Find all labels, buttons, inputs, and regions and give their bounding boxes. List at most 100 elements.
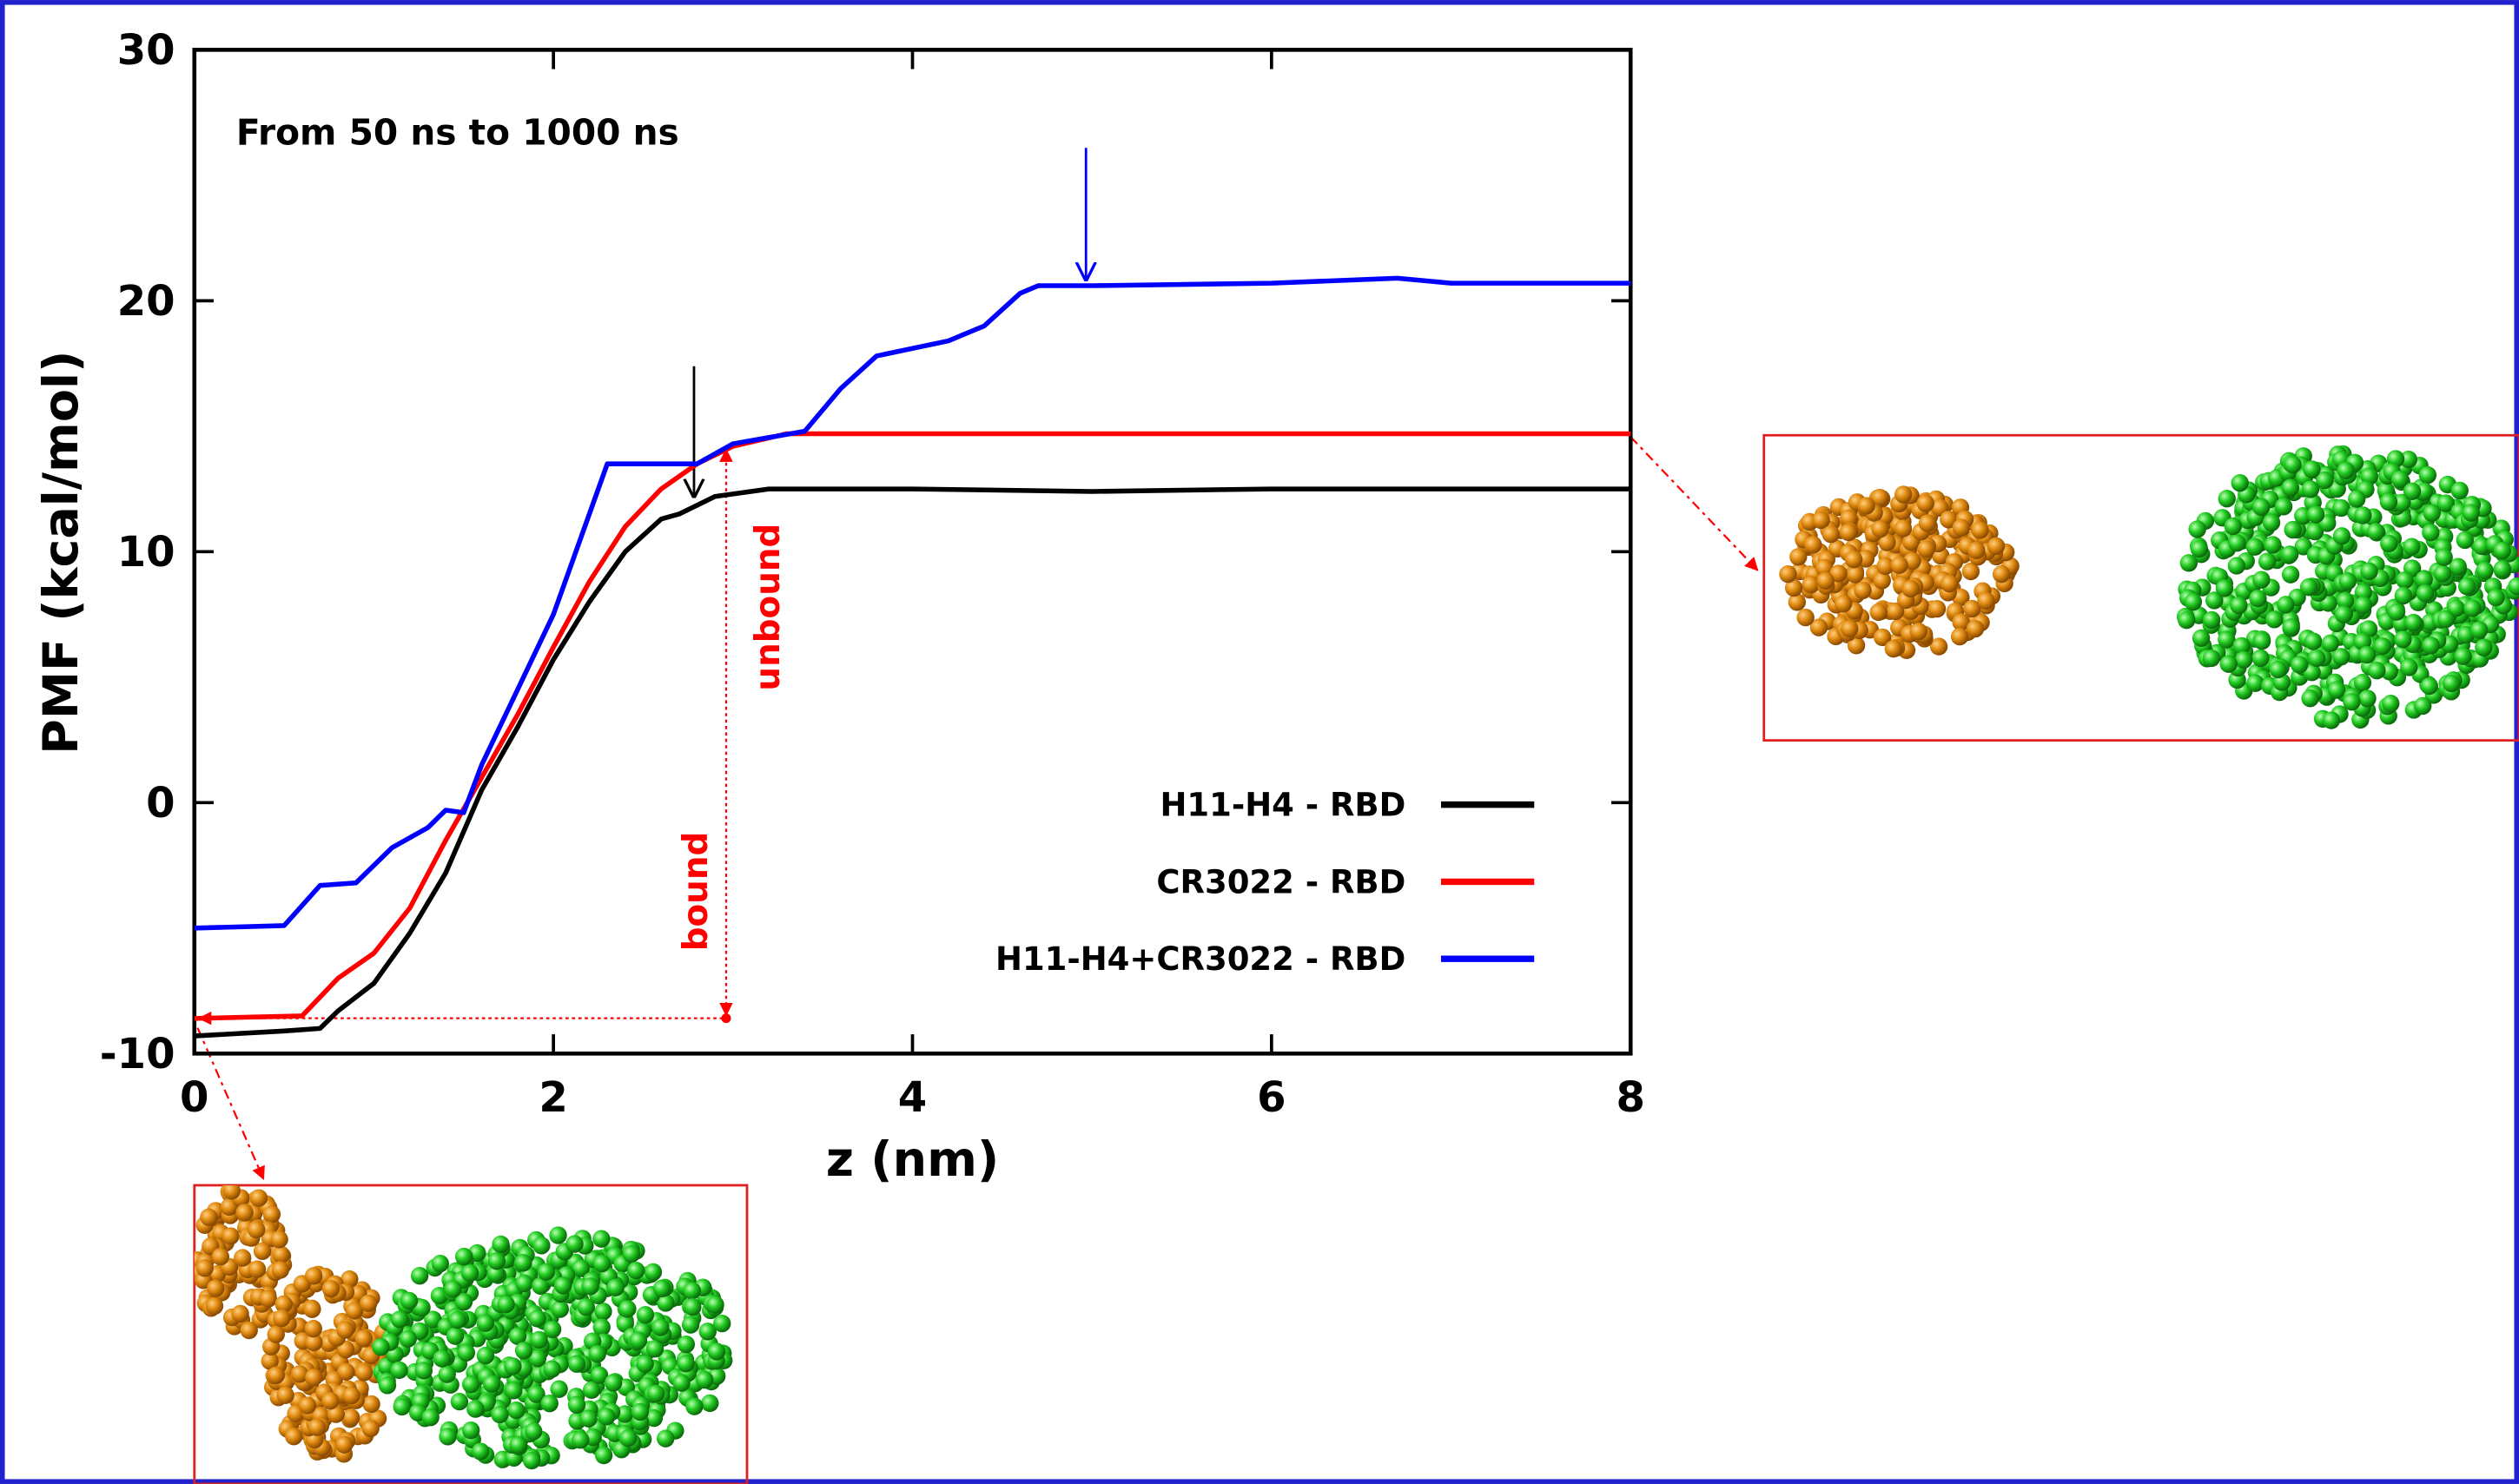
sphere <box>2307 505 2324 523</box>
sphere <box>2358 646 2376 663</box>
sphere <box>647 1385 664 1402</box>
x-axis-label: z (nm) <box>826 1132 1000 1188</box>
sphere <box>2463 599 2481 617</box>
sphere <box>2281 545 2298 563</box>
sphere <box>2269 661 2286 678</box>
sphere <box>2494 560 2511 577</box>
sphere <box>411 1267 428 1284</box>
sphere <box>1919 514 1936 531</box>
sphere <box>2235 651 2252 669</box>
sphere <box>322 1280 340 1297</box>
sphere <box>685 1397 703 1415</box>
sphere <box>451 1393 468 1410</box>
sphere <box>461 1264 479 1282</box>
sphere <box>2374 637 2391 655</box>
sphere <box>2302 480 2319 498</box>
sphere <box>1971 521 1988 538</box>
sphere <box>682 1316 699 1333</box>
sphere <box>684 1298 701 1316</box>
sphere <box>299 1396 316 1414</box>
unbound-label: unbound <box>749 524 788 691</box>
sphere <box>515 1275 532 1292</box>
legend-label: CR3022 - RBD <box>1156 863 1405 900</box>
sphere <box>400 1330 417 1348</box>
sphere <box>657 1429 674 1447</box>
sphere <box>637 1355 654 1372</box>
sphere <box>592 1230 610 1247</box>
sphere <box>2263 514 2280 531</box>
y-tick-label: 20 <box>117 277 175 326</box>
sphere <box>492 1236 509 1253</box>
sphere <box>2264 536 2281 553</box>
sphere <box>2228 557 2245 574</box>
legend-label: H11-H4 - RBD <box>1160 787 1405 824</box>
sphere <box>462 1375 479 1393</box>
sphere <box>342 1387 360 1404</box>
sphere <box>708 1342 725 1360</box>
sphere <box>212 1248 229 1265</box>
sphere <box>2192 630 2210 647</box>
sphere <box>196 1259 214 1276</box>
sphere <box>2220 656 2238 673</box>
sphere <box>696 1371 713 1388</box>
sphere <box>1841 620 1858 637</box>
sphere <box>241 1322 258 1339</box>
y-tick-label: 0 <box>146 779 175 828</box>
sphere <box>355 1329 373 1347</box>
sphere <box>2335 605 2352 623</box>
sphere <box>2218 490 2236 507</box>
sphere <box>2454 648 2471 665</box>
sphere <box>677 1355 694 1372</box>
sphere <box>2487 589 2504 606</box>
sphere <box>579 1409 597 1427</box>
sphere <box>2249 590 2266 607</box>
sphere <box>2253 632 2271 650</box>
sphere <box>631 1403 649 1421</box>
sphere <box>2476 562 2493 579</box>
sphere <box>1890 557 1907 574</box>
sphere <box>2277 596 2294 613</box>
sphere <box>477 1315 494 1332</box>
sphere <box>1804 536 1821 553</box>
sphere <box>305 1369 322 1386</box>
sphere <box>2367 523 2384 540</box>
sphere <box>458 1344 475 1362</box>
sphere <box>554 1276 572 1294</box>
sphere <box>2323 711 2340 729</box>
sphere <box>1940 575 1958 592</box>
sphere <box>684 1282 701 1299</box>
sphere <box>2382 695 2399 712</box>
sphere <box>1987 538 2005 555</box>
sphere <box>678 1336 695 1353</box>
sphere <box>2354 506 2371 524</box>
sphere <box>433 1349 451 1367</box>
sphere <box>544 1321 561 1338</box>
sphere <box>432 1255 449 1272</box>
sphere <box>305 1320 322 1337</box>
sphere <box>2354 674 2371 691</box>
sphere <box>2403 538 2420 555</box>
sphere <box>2400 658 2417 676</box>
sphere <box>589 1345 606 1362</box>
sphere <box>483 1375 500 1392</box>
sphere <box>2291 656 2308 673</box>
sphere <box>2414 697 2431 715</box>
sphere <box>593 1255 611 1272</box>
sphere <box>2301 689 2318 707</box>
sphere <box>1967 620 1984 637</box>
sphere <box>1779 565 1796 583</box>
sphere <box>455 1248 473 1265</box>
sphere <box>2225 518 2242 535</box>
sphere <box>645 1263 662 1281</box>
sphere <box>1870 603 1888 621</box>
sphere <box>568 1396 585 1414</box>
sphere <box>630 1332 647 1349</box>
sphere <box>1967 542 1985 559</box>
sphere <box>337 1363 354 1381</box>
x-tick-label: 4 <box>898 1073 927 1122</box>
page: {"chart_data": { "type": "line", "annota… <box>0 0 2519 1484</box>
sphere <box>2388 603 2405 620</box>
sphere <box>2203 650 2220 667</box>
sphere <box>2463 504 2480 521</box>
sphere <box>619 1429 637 1447</box>
